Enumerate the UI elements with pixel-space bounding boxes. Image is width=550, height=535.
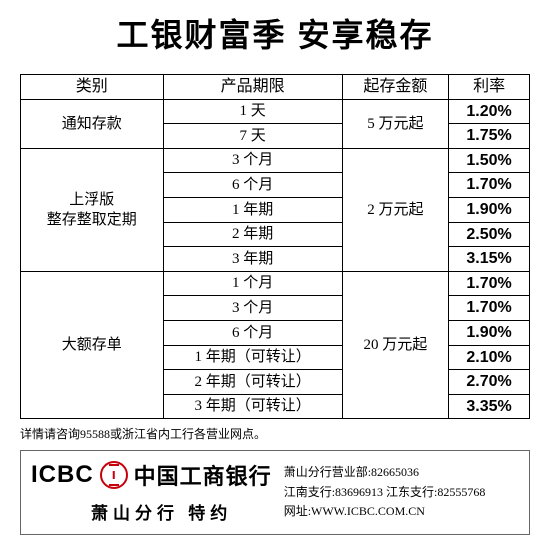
cell-term: 3 年期（可转让） bbox=[163, 394, 342, 419]
contact-line-2: 江南支行:83696913 江东支行:82555768 bbox=[284, 483, 519, 502]
cell-term: 3 年期 bbox=[163, 247, 342, 272]
cell-term: 1 天 bbox=[163, 99, 342, 124]
icbc-wordmark: ICBC bbox=[31, 461, 94, 489]
cell-min-amount: 5 万元起 bbox=[342, 99, 449, 148]
cell-category: 大额存单 bbox=[21, 271, 164, 419]
cell-rate: 2.50% bbox=[449, 222, 530, 247]
cell-rate: 2.70% bbox=[449, 370, 530, 395]
footer-box: ICBC 中国工商银行 萧山分行 特约 萧山分行营业部:82665036 江南支… bbox=[20, 450, 530, 535]
cell-rate: 1.90% bbox=[449, 320, 530, 345]
cell-term: 1 年期 bbox=[163, 197, 342, 222]
col-term: 产品期限 bbox=[163, 75, 342, 100]
cell-rate: 3.35% bbox=[449, 394, 530, 419]
cell-term: 3 个月 bbox=[163, 148, 342, 173]
cell-term: 2 年期 bbox=[163, 222, 342, 247]
cell-rate: 1.20% bbox=[449, 99, 530, 124]
deposit-rate-table: 类别 产品期限 起存金额 利率 通知存款1 天5 万元起1.20%7 天1.75… bbox=[20, 74, 530, 419]
cell-term: 2 年期（可转让） bbox=[163, 370, 342, 395]
logo-row: ICBC 中国工商银行 bbox=[31, 459, 272, 491]
cell-term: 6 个月 bbox=[163, 173, 342, 198]
cell-category: 通知存款 bbox=[21, 99, 164, 148]
website-line: 网址:WWW.ICBC.COM.CN bbox=[284, 502, 519, 521]
col-min: 起存金额 bbox=[342, 75, 449, 100]
table-row: 通知存款1 天5 万元起1.20% bbox=[21, 99, 530, 124]
cell-rate: 1.70% bbox=[449, 296, 530, 321]
cell-term: 1 个月 bbox=[163, 271, 342, 296]
bank-name-cn: 中国工商银行 bbox=[134, 459, 272, 491]
cell-min-amount: 20 万元起 bbox=[342, 271, 449, 419]
icbc-logo-icon bbox=[100, 461, 128, 489]
table-row: 大额存单1 个月20 万元起1.70% bbox=[21, 271, 530, 296]
col-category: 类别 bbox=[21, 75, 164, 100]
cell-category: 上浮版 整存整取定期 bbox=[21, 148, 164, 271]
col-rate: 利率 bbox=[449, 75, 530, 100]
cell-rate: 3.15% bbox=[449, 247, 530, 272]
page-title: 工银财富季 安享稳存 bbox=[20, 10, 530, 56]
cell-rate: 1.90% bbox=[449, 197, 530, 222]
footer-right: 萧山分行营业部:82665036 江南支行:83696913 江东支行:8255… bbox=[284, 459, 519, 524]
cell-rate: 1.70% bbox=[449, 271, 530, 296]
table-header-row: 类别 产品期限 起存金额 利率 bbox=[21, 75, 530, 100]
table-row: 上浮版 整存整取定期3 个月2 万元起1.50% bbox=[21, 148, 530, 173]
cell-rate: 1.50% bbox=[449, 148, 530, 173]
cell-rate: 2.10% bbox=[449, 345, 530, 370]
cell-term: 3 个月 bbox=[163, 296, 342, 321]
contact-line-1: 萧山分行营业部:82665036 bbox=[284, 463, 519, 482]
cell-min-amount: 2 万元起 bbox=[342, 148, 449, 271]
cell-rate: 1.70% bbox=[449, 173, 530, 198]
cell-term: 6 个月 bbox=[163, 320, 342, 345]
footnote: 详情请咨询95588或浙江省内工行各营业网点。 bbox=[20, 425, 530, 442]
cell-rate: 1.75% bbox=[449, 124, 530, 149]
footer-left: ICBC 中国工商银行 萧山分行 特约 bbox=[31, 459, 272, 524]
cell-term: 7 天 bbox=[163, 124, 342, 149]
branch-label: 萧山分行 特约 bbox=[91, 499, 272, 524]
cell-term: 1 年期（可转让） bbox=[163, 345, 342, 370]
